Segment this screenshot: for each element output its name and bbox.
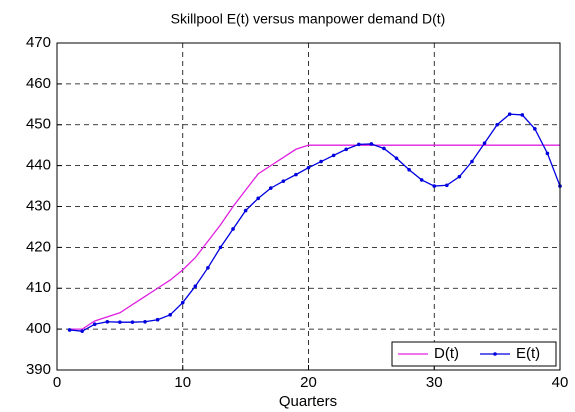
x-tick-label: 40 xyxy=(552,374,569,391)
axes-box xyxy=(56,42,561,371)
series-marker xyxy=(67,328,72,332)
series-marker xyxy=(168,313,172,317)
series-marker xyxy=(80,329,84,333)
series-marker xyxy=(306,165,311,170)
series-line xyxy=(69,144,560,330)
series-marker xyxy=(218,245,223,250)
x-tick-label: 10 xyxy=(174,374,191,391)
series-marker xyxy=(193,284,198,289)
series-marker xyxy=(231,227,235,231)
y-tick-label: 460 xyxy=(26,75,51,92)
y-tick-label: 390 xyxy=(26,361,51,378)
y-tick-label: 410 xyxy=(26,279,51,296)
x-tick-label: 30 xyxy=(426,374,443,391)
series-marker xyxy=(470,159,474,164)
series-marker xyxy=(394,156,399,161)
legend-marker xyxy=(493,352,497,356)
y-tick-label: 420 xyxy=(26,238,51,255)
x-tick-label: 20 xyxy=(300,374,317,391)
series-marker xyxy=(143,319,147,324)
series-marker xyxy=(407,167,411,172)
series-marker xyxy=(495,122,499,127)
series-marker xyxy=(268,186,273,190)
legend-label: D(t) xyxy=(434,345,459,362)
series-marker xyxy=(457,174,462,179)
y-tick-label: 400 xyxy=(26,320,51,337)
y-tick-label: 450 xyxy=(26,116,51,133)
series-marker xyxy=(256,196,261,201)
series-marker xyxy=(155,317,160,322)
series-marker xyxy=(432,184,437,188)
series-marker xyxy=(331,153,336,158)
series-marker xyxy=(319,159,323,164)
series-marker xyxy=(243,208,248,213)
series-marker xyxy=(118,320,122,324)
series-marker xyxy=(482,141,487,145)
series-marker xyxy=(294,172,298,177)
series-marker xyxy=(520,113,525,117)
y-tick-label: 470 xyxy=(26,34,51,51)
series-marker xyxy=(545,151,550,156)
y-tick-label: 430 xyxy=(26,197,51,214)
x-tick-label: 0 xyxy=(53,374,61,391)
series-marker xyxy=(105,319,110,324)
series-marker xyxy=(281,179,286,183)
chart-title: Skillpool E(t) versus manpower demand D(… xyxy=(171,11,446,27)
series-marker xyxy=(382,146,386,151)
series-marker xyxy=(419,178,424,182)
series-marker xyxy=(369,142,374,146)
x-axis-label: Quarters xyxy=(279,393,337,410)
series-marker xyxy=(445,183,449,188)
series-marker xyxy=(344,147,349,152)
legend-label: E(t) xyxy=(516,345,540,362)
series-marker xyxy=(130,320,135,324)
series-marker xyxy=(92,322,97,327)
series-marker xyxy=(206,266,210,270)
series-marker xyxy=(533,127,537,131)
y-tick-label: 440 xyxy=(26,157,51,174)
series-marker xyxy=(357,142,361,147)
series-marker xyxy=(180,300,185,305)
series-line xyxy=(69,113,561,332)
series-marker xyxy=(507,112,512,116)
